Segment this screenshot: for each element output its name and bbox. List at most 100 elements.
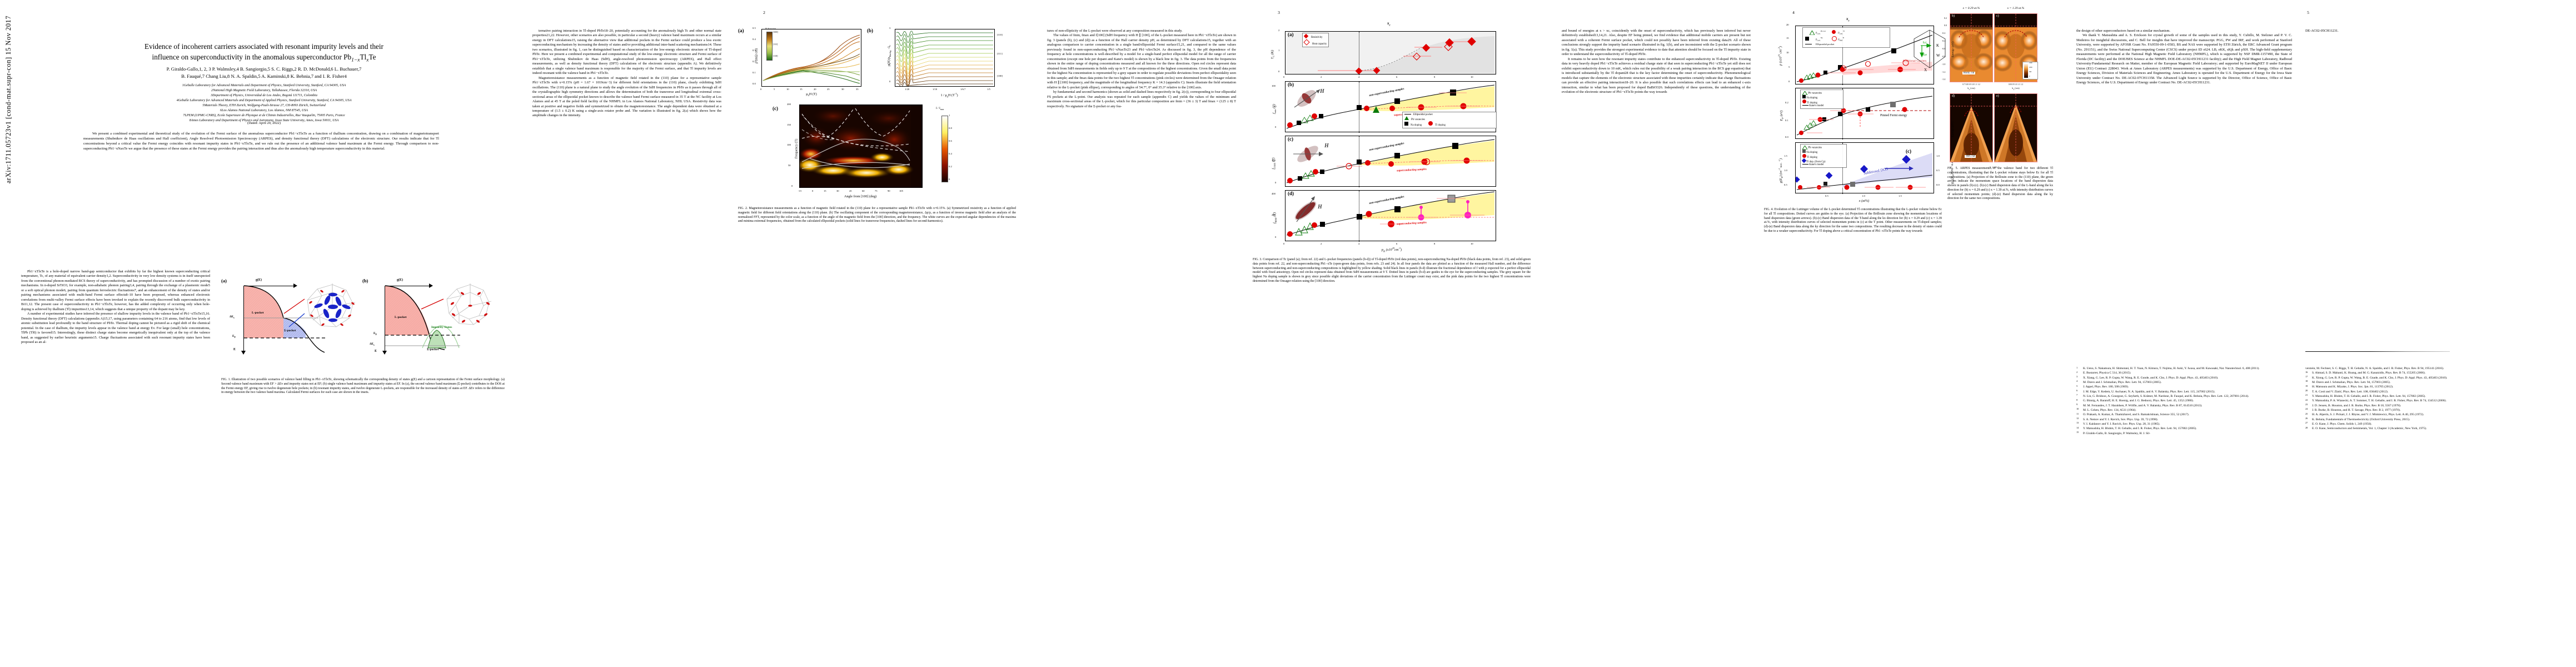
fig3-xtick-bot: 8 xyxy=(1434,242,1436,245)
panel-label-fig3b: (b) xyxy=(1288,82,1294,87)
fig2c-cbar-tick: 0 xyxy=(949,178,950,181)
fig5-ytick: -0.2 xyxy=(1942,32,1946,34)
fig3c-ytick: 100 xyxy=(1272,159,1275,162)
fig2b-ylabel: ρ(H)/ρBackg. -1 xyxy=(886,46,892,66)
fig2c-xtick: -15 xyxy=(798,190,802,192)
reference-item: 10 M. L. Cohen, Phys. Rev. 134, A511 (196… xyxy=(2076,407,2136,412)
fig3b-ylabel: fmin (T) xyxy=(1272,104,1277,114)
fig3d-data xyxy=(1286,191,1495,237)
fig4b-legend-tl: Tl doping xyxy=(1807,102,1817,104)
fig3-xtick: 4 xyxy=(1358,76,1360,78)
fig4c-ytick-right: 0.5 xyxy=(1936,169,1940,172)
fig2c-cbar-tick: 0.6 xyxy=(949,140,952,142)
svg-text:W: W xyxy=(1936,53,1940,58)
figure-4: xc xyxy=(1764,17,1955,208)
page-number: 2 xyxy=(763,10,765,15)
panel-label-fig3a: (a) xyxy=(1288,32,1294,37)
fig3d-ytick: 0 xyxy=(1275,236,1277,238)
fig2c-ylabel: Frequency (T) xyxy=(794,138,799,159)
fig3a-data xyxy=(1318,36,1494,74)
fig3b-data xyxy=(1286,84,1495,129)
fig3-xtick-bot: 4 xyxy=(1358,242,1360,245)
fig5-ytick: -1.4 xyxy=(1942,78,1946,81)
reference-item: 9 M. M. Fernandes, J. T. Haraldsen, P. Wö… xyxy=(2076,403,2203,407)
body-paragraph: A number of experimental studies have in… xyxy=(21,312,210,345)
svg-text:b,c: b,c xyxy=(1923,41,1927,44)
fig4b-ytick: 0.0 xyxy=(1785,136,1788,138)
fig5-panel-b: b) Horiz. cut xyxy=(1950,13,1993,82)
fig2a-xtick: 20 xyxy=(814,88,816,91)
fig3d-ylabel: fMAX (T) xyxy=(1272,212,1278,224)
fig2c-cbar-tick: 1 xyxy=(949,114,950,117)
gE-label-a: g(E) xyxy=(256,278,262,282)
body-paragraph: tures of non-ellipticity of the L-pocket… xyxy=(1047,29,1183,33)
reference-item: 5 J. Appel, Phys. Rev. 180, 508 (1969). xyxy=(2076,384,2129,389)
reference-item: 6 J. M. Edge, Y. Kedem, U. Aschauer, N. A… xyxy=(2076,389,2215,394)
fig3-xtick-bot: 2 xyxy=(1321,242,1322,245)
figure-1-panel-a: (a) g(E) xyxy=(221,277,360,371)
fig2c-ytick: 0 xyxy=(791,185,793,187)
fig4c-data xyxy=(1796,153,1933,190)
fig5c-xticks: 0.8 0.9 1.0 1.1 1.2 xyxy=(2008,83,2024,86)
reference-item: 4 M. Dzero and J. Schmalian, Phys. Rev. L… xyxy=(2076,380,2162,384)
fig4a-legend-ellipsoidal: Ellipsoidal pocket xyxy=(1816,42,1835,46)
svg-text:d,e: d,e xyxy=(1923,53,1927,57)
spocket-label-a: Σ-pocket xyxy=(284,329,296,332)
fig4c-legend-kane: Kane's model xyxy=(1809,163,1824,166)
fig4b-ylabel: EF (eV) xyxy=(1779,110,1785,121)
fig3a-ytick: 0 xyxy=(1278,70,1280,73)
fig4c-ytick: 1.0 xyxy=(1784,169,1787,172)
fig5b-heatmap xyxy=(1950,14,1992,82)
reference-item: 18 M. Dzero and J. Schmalian, Phys. Rev. … xyxy=(2305,380,2391,384)
reference-item: 25 H. A. Alperin, S. J. Pickart, J. J. Rh… xyxy=(2305,412,2424,417)
reference-item: 17 K. Xiong, G. Lee, R. P. Gupta, W. Wang… xyxy=(2305,375,2448,380)
fig2b-curves xyxy=(896,31,993,86)
affiliation-item: 6Los Alamos National Laboratory, Los Ala… xyxy=(220,108,308,112)
fig2c-xtick: 60 xyxy=(862,190,865,192)
fig3-legend-ellipsoidal: Ellipsoidal pocket xyxy=(1413,113,1433,116)
arxiv-stamp: arXiv:1711.05723v1 [cond-mat.supr-con] 1… xyxy=(4,15,12,183)
affiliation-item: 7LPEM (UPMC-CNRS), Ecole Superieure de P… xyxy=(183,113,345,117)
affiliations: 1Geballe Laboratory for Advanced Materia… xyxy=(44,83,484,123)
fig3a-legend-heatcap: Heat capacity xyxy=(1312,43,1327,46)
reference-item: 24 J. R. Burke, B. Houston, and H. T. Sav… xyxy=(2305,407,2401,412)
fig3d-H-label: H xyxy=(1318,204,1322,210)
dos-curves-b xyxy=(385,285,460,350)
svg-text:X: X xyxy=(1924,68,1927,72)
fig3-panel-a: Resistivity Heat capacity (a) xyxy=(1285,31,1496,75)
title-line-2b: Tl xyxy=(360,52,367,61)
fig2c-heatmap xyxy=(800,105,914,187)
body-paragraph: Pb1−xTlxTe is a hole-doped narrow band-g… xyxy=(21,270,210,311)
page-3: 3 tures of non-ellipticity of the L-pock… xyxy=(1032,0,1546,667)
authors-line-1: P. Giraldo-Gallo,1, 2, 3 P. Walmsley,4 B… xyxy=(166,66,362,72)
fig2b-ytick: 0 xyxy=(889,80,891,83)
fig4a-ytick: 15 xyxy=(1786,37,1789,39)
page1-column-1: Pb1−xTlxTe is a hole-doped narrow band-g… xyxy=(21,270,210,653)
date-line: (Dated: April 20, 2022) xyxy=(247,121,281,125)
reference-item: 3 X. Xiang, G. Lee, R. P. Gupta, W. Wang,… xyxy=(2076,375,2219,380)
reference-item: 27 E. O. Kane, J. Phys. Chem. Solids 1, 2… xyxy=(2305,421,2372,426)
fig2b-xtick: 1/20 xyxy=(905,88,910,91)
panel-label-fig2b: (b) xyxy=(867,28,873,33)
fig2-panel-b-plot xyxy=(895,29,995,87)
body-paragraph: We thank V. Matsushita and A. S. Erickso… xyxy=(2076,33,2292,85)
fig5-cbar-tick: 1500 xyxy=(2029,62,2032,64)
fig4c-legend-tlcp: Tl dop. (from Cp) xyxy=(1806,161,1826,163)
fig5e-heatmap xyxy=(1995,94,2037,162)
fig2a-xtick: 35 xyxy=(856,88,859,91)
xc-label-fig4: xc xyxy=(1846,17,1850,23)
reference-item: 19 H. Matsuura and K. Miyake, J. Phys. So… xyxy=(2305,384,2394,389)
fig4c-ytick: 1.5 xyxy=(1784,155,1787,157)
panel-label-fig3c: (c) xyxy=(1288,136,1293,142)
fig4-xlabel: x (at%) xyxy=(1858,199,1870,203)
body-paragraph: Magnetoresistance measurements as a func… xyxy=(532,76,721,118)
fig3-xtick-bot: 0 xyxy=(1283,242,1285,245)
fig2a-xtick: 10 xyxy=(786,88,789,91)
fig2b-dir-label: [111] xyxy=(997,52,1003,55)
panel-label-fig5e: e) xyxy=(1996,94,1999,98)
references-column-left: 1 K. Ueno, S. Nakamura, H. Shimotani, H. … xyxy=(2076,366,2292,436)
references-column-right: verstein, M. Fechner, S. C. Riggs, T. H.… xyxy=(2305,367,2522,432)
title-sub-2: x xyxy=(366,57,369,63)
fig2c-xtick: 30 xyxy=(836,190,839,192)
page4-column-1: and bound of energies at x > xc, coincid… xyxy=(1562,29,1751,640)
